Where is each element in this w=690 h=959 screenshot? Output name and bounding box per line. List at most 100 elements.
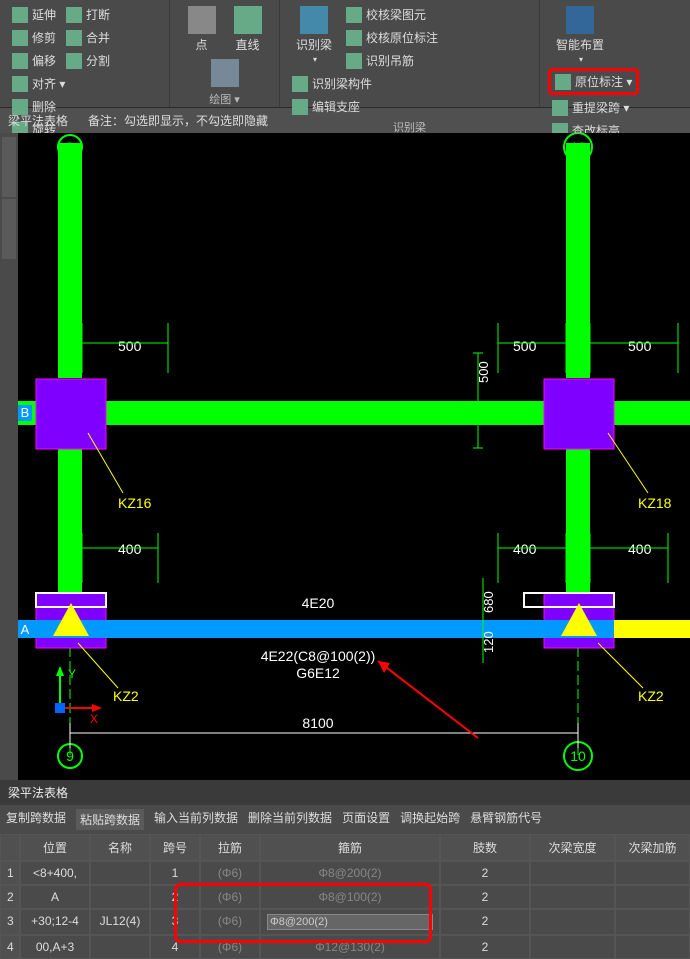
orig-annot-button[interactable]: 原位标注 ▾ bbox=[548, 68, 639, 95]
svg-text:500: 500 bbox=[628, 338, 652, 354]
offset-button[interactable]: 偏移 bbox=[8, 50, 60, 71]
shape-icon bbox=[211, 59, 239, 87]
drawing-canvas[interactable]: 9 10 9 10 B A KZ16 KZ18 KZ2 KZ2 500 500 … bbox=[18, 133, 690, 780]
edit-support-icon bbox=[292, 99, 308, 115]
col-secwidth[interactable]: 次梁宽度 bbox=[530, 834, 615, 861]
col-limbs[interactable]: 肢数 bbox=[440, 834, 530, 861]
page-setup-button[interactable]: 页面设置 bbox=[342, 809, 390, 830]
align-button[interactable]: 对齐 ▾ bbox=[8, 73, 69, 94]
recognize-hanger-button[interactable]: 识别吊筋 bbox=[342, 50, 442, 71]
panel-toolbar: 复制跨数据 粘贴跨数据 输入当前列数据 删除当前列数据 页面设置 调换起始跨 悬… bbox=[0, 805, 690, 834]
col-name[interactable]: 名称 bbox=[90, 834, 150, 861]
cell-pos[interactable]: +30;12-4 bbox=[20, 909, 90, 935]
trim-label: 修剪 bbox=[32, 29, 56, 46]
cell-zhi[interactable]: 2 bbox=[440, 909, 530, 935]
offset-label: 偏移 bbox=[32, 52, 56, 69]
merge-button[interactable]: 合并 bbox=[62, 27, 114, 48]
paste-span-button[interactable]: 粘贴跨数据 bbox=[76, 809, 144, 830]
cell-laj[interactable]: (Φ6) bbox=[200, 861, 260, 885]
beam-table: 位置 名称 跨号 拉筋 箍筋 肢数 次梁宽度 次梁加筋 1 <8+400, 1 … bbox=[0, 834, 690, 959]
cell-j[interactable] bbox=[615, 935, 690, 959]
relift-span-label: 重提梁跨 ▾ bbox=[572, 99, 629, 116]
cell-laj[interactable]: (Φ6) bbox=[200, 885, 260, 909]
stirrup-input[interactable] bbox=[267, 914, 433, 930]
orig-annot-icon bbox=[555, 74, 571, 90]
extend-label: 延伸 bbox=[32, 6, 56, 23]
cell-w[interactable] bbox=[530, 935, 615, 959]
merge-icon bbox=[66, 30, 82, 46]
swap-start-span-button[interactable]: 调换起始跨 bbox=[400, 809, 460, 830]
ribbon-group-modify: 延伸 修剪 偏移 打断 合并 分割 对齐 ▾ 删除 旋转 修改 ▾ bbox=[0, 0, 170, 107]
col-tiebar[interactable]: 拉筋 bbox=[200, 834, 260, 861]
svg-text:4E22(C8@100(2)): 4E22(C8@100(2)) bbox=[261, 648, 376, 664]
cell-span[interactable]: 1 bbox=[150, 861, 200, 885]
cell-name[interactable] bbox=[90, 935, 150, 959]
left-tab-2[interactable] bbox=[2, 199, 16, 259]
split-label: 分割 bbox=[86, 52, 110, 69]
cell-j[interactable] bbox=[615, 885, 690, 909]
edit-support-button[interactable]: 编辑支座 bbox=[288, 96, 376, 117]
svg-text:400: 400 bbox=[513, 541, 537, 557]
cell-j[interactable] bbox=[615, 909, 690, 935]
cell-pos[interactable]: 00,A+3 bbox=[20, 935, 90, 959]
cell-name[interactable] bbox=[90, 861, 150, 885]
cell-pos[interactable]: <8+400, bbox=[20, 861, 90, 885]
relift-span-icon bbox=[552, 100, 568, 116]
canvas-left-tabs bbox=[0, 133, 18, 780]
recognize-member-icon bbox=[292, 76, 308, 92]
cell-zhi[interactable]: 2 bbox=[440, 935, 530, 959]
canvas-wrap: 9 10 9 10 B A KZ16 KZ18 KZ2 KZ2 500 500 … bbox=[0, 133, 690, 780]
delete-col-button[interactable]: 删除当前列数据 bbox=[248, 809, 332, 830]
relift-span-button[interactable]: 重提梁跨 ▾ bbox=[548, 97, 639, 118]
left-tab-1[interactable] bbox=[2, 137, 16, 197]
smart-layout-button[interactable]: 智能布置▾ bbox=[548, 4, 612, 66]
recognize-member-button[interactable]: 识别梁构件 bbox=[288, 73, 376, 94]
shape-button[interactable] bbox=[203, 57, 247, 89]
smart-layout-icon bbox=[566, 6, 594, 34]
copy-span-button[interactable]: 复制跨数据 bbox=[6, 809, 66, 830]
extend-button[interactable]: 延伸 bbox=[8, 4, 60, 25]
split-icon bbox=[66, 53, 82, 69]
col-stirrup[interactable]: 箍筋 bbox=[260, 834, 440, 861]
cell-pos[interactable]: A bbox=[20, 885, 90, 909]
check-primitive-button[interactable]: 校核梁图元 bbox=[342, 4, 442, 25]
input-col-button[interactable]: 输入当前列数据 bbox=[154, 809, 238, 830]
cell-name[interactable]: JL12(4) bbox=[90, 909, 150, 935]
cell-j[interactable] bbox=[615, 861, 690, 885]
cell-laj[interactable]: (Φ6) bbox=[200, 909, 260, 935]
draw-group-label[interactable]: 绘图 ▾ bbox=[178, 91, 271, 107]
point-button[interactable]: 点 bbox=[180, 4, 224, 55]
check-orig-annot-button[interactable]: 校核原位标注 bbox=[342, 27, 442, 48]
line-button[interactable]: 直线 bbox=[226, 4, 270, 55]
cell-span[interactable]: 3 bbox=[150, 909, 200, 935]
split-button[interactable]: 分割 bbox=[62, 50, 114, 71]
cell-w[interactable] bbox=[530, 861, 615, 885]
cell-name[interactable] bbox=[90, 885, 150, 909]
col-pos[interactable]: 位置 bbox=[20, 834, 90, 861]
cell-guj-edit[interactable] bbox=[260, 909, 440, 935]
cell-guj[interactable]: Φ8@100(2) bbox=[260, 885, 440, 909]
col-secrebar[interactable]: 次梁加筋 bbox=[615, 834, 690, 861]
cell-w[interactable] bbox=[530, 885, 615, 909]
cell-zhi[interactable]: 2 bbox=[440, 861, 530, 885]
recognize-hanger-icon bbox=[346, 53, 362, 69]
trim-button[interactable]: 修剪 bbox=[8, 27, 60, 48]
panel-title: 梁平法表格 bbox=[0, 780, 690, 805]
cell-guj[interactable]: Φ8@200(2) bbox=[260, 861, 440, 885]
row-num: 1 bbox=[0, 861, 20, 885]
cell-laj[interactable]: (Φ6) bbox=[200, 935, 260, 959]
cell-guj[interactable]: Φ12@130(2) bbox=[260, 935, 440, 959]
trim-icon bbox=[12, 30, 28, 46]
cantilever-code-button[interactable]: 悬臂钢筋代号 bbox=[470, 809, 542, 830]
svg-text:500: 500 bbox=[118, 338, 142, 354]
break-button[interactable]: 打断 bbox=[62, 4, 114, 25]
col-span[interactable]: 跨号 bbox=[150, 834, 200, 861]
chevron-down-icon: ▾ bbox=[313, 55, 317, 64]
cell-zhi[interactable]: 2 bbox=[440, 885, 530, 909]
cell-span[interactable]: 2 bbox=[150, 885, 200, 909]
edit-support-label: 编辑支座 bbox=[312, 98, 360, 115]
line-label: 直线 bbox=[235, 36, 259, 53]
recognize-beam-button[interactable]: 识别梁▾ bbox=[288, 4, 340, 71]
cell-span[interactable]: 4 bbox=[150, 935, 200, 959]
cell-w[interactable] bbox=[530, 909, 615, 935]
